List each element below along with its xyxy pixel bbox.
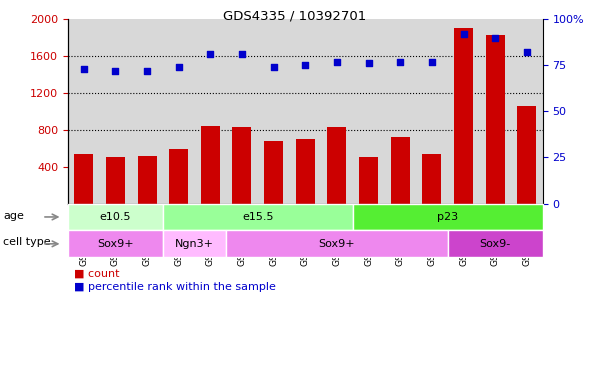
Text: Sox9+: Sox9+ [319,239,355,249]
Bar [517,106,536,204]
Bar [353,204,543,230]
Bar [264,141,283,204]
Point [301,62,310,68]
Bar [163,230,226,257]
Bar [163,204,353,230]
Text: ■ percentile rank within the sample: ■ percentile rank within the sample [74,282,276,292]
Bar [201,126,220,204]
Bar [68,230,163,257]
Point [396,58,405,65]
Point [174,64,183,70]
Text: p23: p23 [437,212,458,222]
Bar [422,154,441,204]
Bar [137,156,156,204]
Text: cell type: cell type [4,237,51,248]
Bar [359,157,378,204]
Bar [486,35,505,204]
Text: GDS4335 / 10392701: GDS4335 / 10392701 [224,10,366,23]
Text: age: age [4,210,24,221]
Point [364,60,373,66]
Text: e15.5: e15.5 [242,212,274,222]
Text: Sox9+: Sox9+ [97,239,134,249]
Bar [232,127,251,204]
Bar [169,149,188,204]
Point [522,49,532,55]
Bar [74,154,93,204]
Bar [106,157,125,204]
Point [79,66,88,72]
Point [111,68,120,74]
Text: Sox9-: Sox9- [480,239,511,249]
Point [332,58,342,65]
Point [142,68,152,74]
Bar [68,204,163,230]
Point [427,58,437,65]
Bar [327,127,346,204]
Point [269,64,278,70]
Point [206,51,215,57]
Bar [448,230,543,257]
Bar [226,230,448,257]
Bar [391,137,410,204]
Text: e10.5: e10.5 [100,212,131,222]
Text: ■ count: ■ count [74,268,119,278]
Point [237,51,247,57]
Bar [296,139,315,204]
Bar [454,28,473,204]
Point [491,35,500,41]
Text: Ngn3+: Ngn3+ [175,239,214,249]
Point [459,31,468,37]
